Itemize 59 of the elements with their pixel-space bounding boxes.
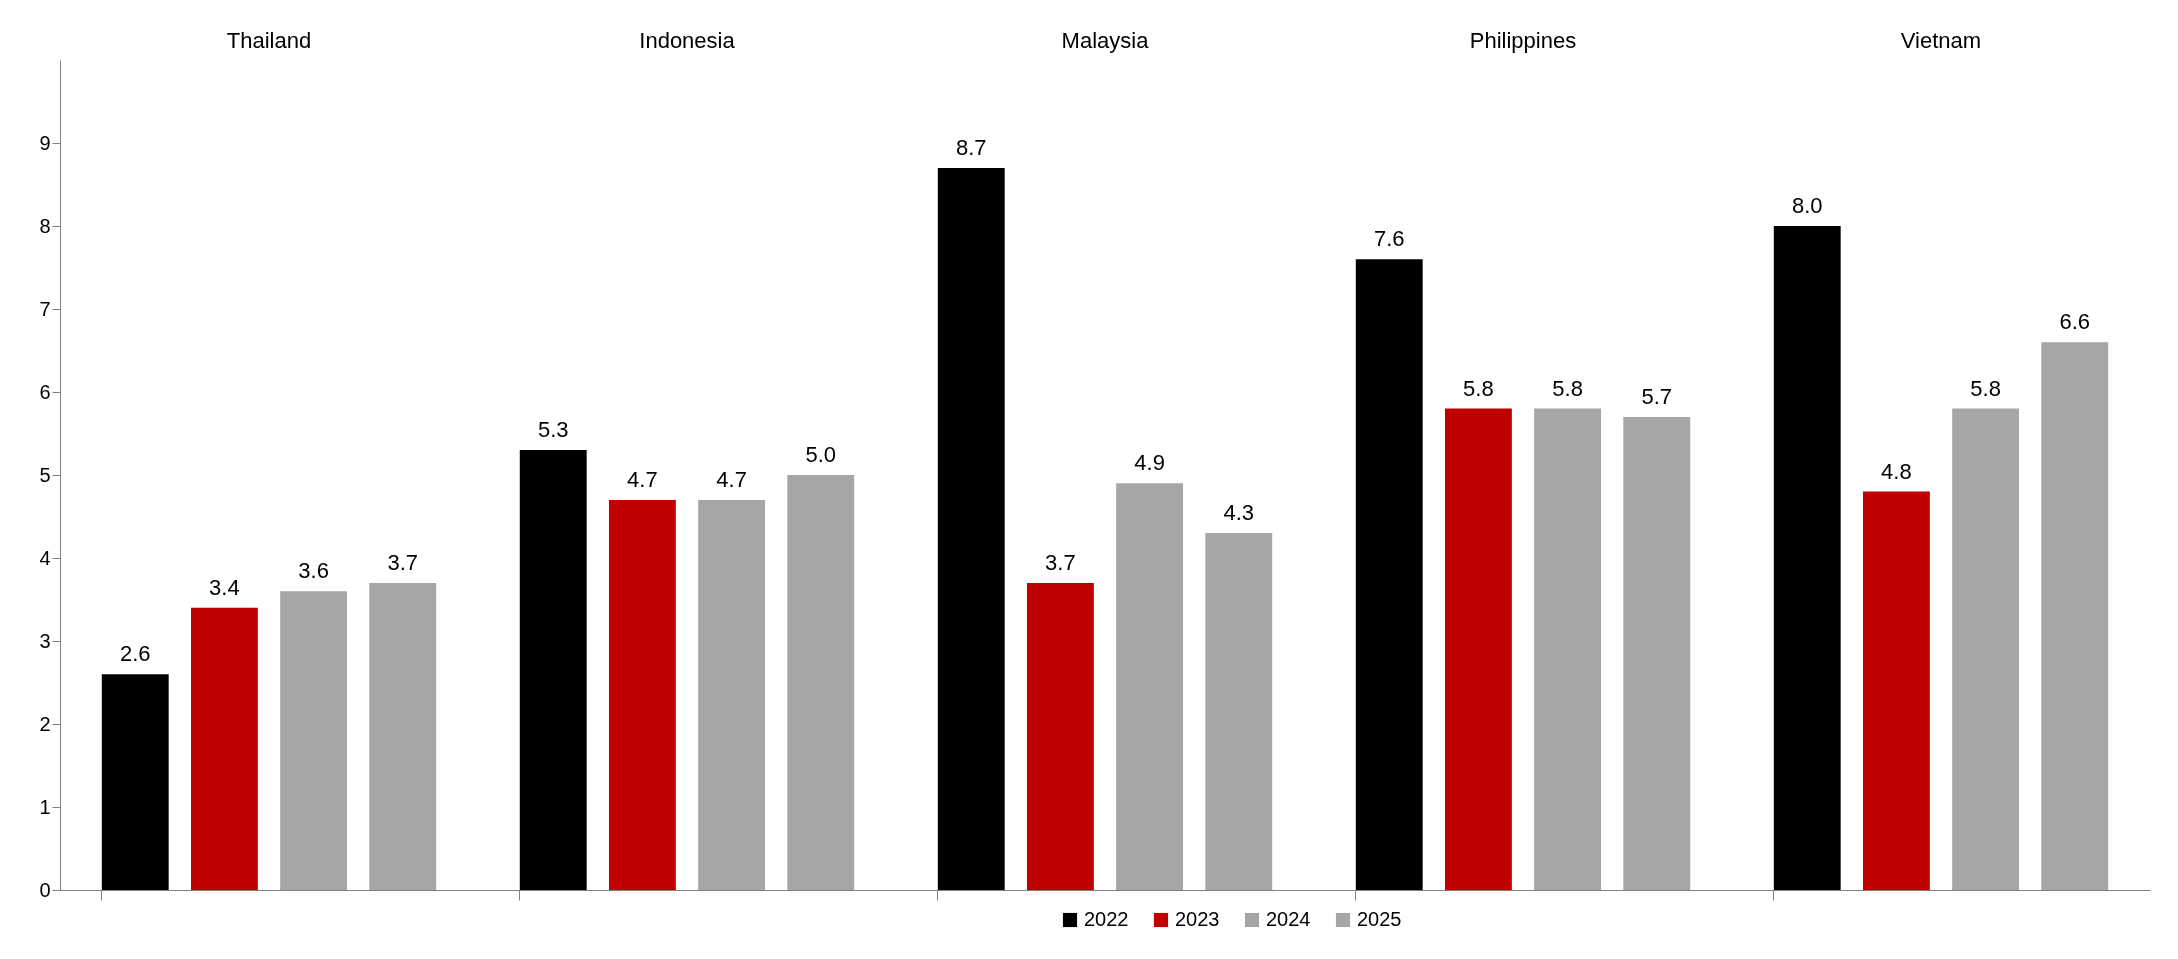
bar [2041, 342, 2109, 890]
y-tick-label: 0 [39, 878, 51, 901]
bar [1623, 416, 1691, 890]
data-label: 5.7 [1641, 383, 1673, 409]
legend-label: 2022 [1084, 908, 1129, 930]
bar [1205, 533, 1273, 890]
y-tick-label: 4 [39, 546, 51, 569]
data-label: 4.3 [1223, 500, 1255, 526]
data-label: 6.6 [2059, 309, 2091, 335]
bar [1952, 408, 2020, 890]
bar [369, 582, 437, 890]
bar [937, 167, 1005, 890]
x-tick-label: Malaysia [1061, 27, 1150, 53]
bar [1534, 408, 1602, 890]
data-label: 8.0 [1791, 193, 1823, 218]
data-label: 7.6 [1373, 226, 1405, 252]
data-label: 5.0 [805, 442, 837, 467]
data-label: 2.6 [119, 641, 151, 667]
bar [787, 475, 855, 890]
y-tick-label: 8 [39, 214, 51, 237]
y-tick-label: 3 [39, 629, 51, 652]
data-label: 3.7 [387, 549, 419, 575]
bar [1444, 408, 1512, 890]
bar [608, 499, 676, 890]
data-label: 4.7 [716, 466, 747, 492]
legend-label: 2023 [1175, 908, 1220, 930]
bar [190, 607, 258, 890]
y-tick-label: 5 [39, 463, 51, 486]
bar [1026, 582, 1094, 890]
data-label: 8.7 [955, 134, 987, 160]
x-tick-label: Vietnam [1900, 27, 1982, 53]
y-tick-label: 1 [39, 795, 51, 818]
bar [280, 591, 348, 890]
data-label: 5.8 [1552, 375, 1583, 401]
bar [1116, 483, 1184, 890]
data-label: 4.9 [1134, 450, 1165, 476]
bar [698, 499, 766, 890]
x-tick-label: Indonesia [639, 27, 736, 53]
data-label: 5.8 [1970, 375, 2001, 401]
data-label: 5.3 [537, 417, 569, 443]
bar [1862, 491, 1930, 890]
y-tick-label: 7 [39, 297, 51, 320]
y-tick-label: 2 [39, 712, 51, 735]
legend-label: 2025 [1357, 908, 1402, 930]
data-label: 3.7 [1045, 549, 1076, 575]
x-tick-label: Thailand [226, 27, 312, 53]
data-label: 3.4 [209, 574, 240, 600]
data-label: 5.8 [1463, 375, 1494, 401]
bar [1773, 226, 1841, 890]
y-tick-label: 9 [39, 131, 51, 154]
bar [101, 674, 169, 890]
bar [1355, 259, 1423, 890]
x-tick-label: Philippines [1469, 27, 1577, 53]
bar [519, 450, 587, 890]
data-label: 3.6 [298, 558, 329, 584]
legend-label: 2024 [1266, 908, 1311, 930]
data-label: 4.7 [627, 466, 658, 492]
data-label: 4.8 [1881, 458, 1912, 484]
y-tick-label: 6 [39, 380, 51, 403]
